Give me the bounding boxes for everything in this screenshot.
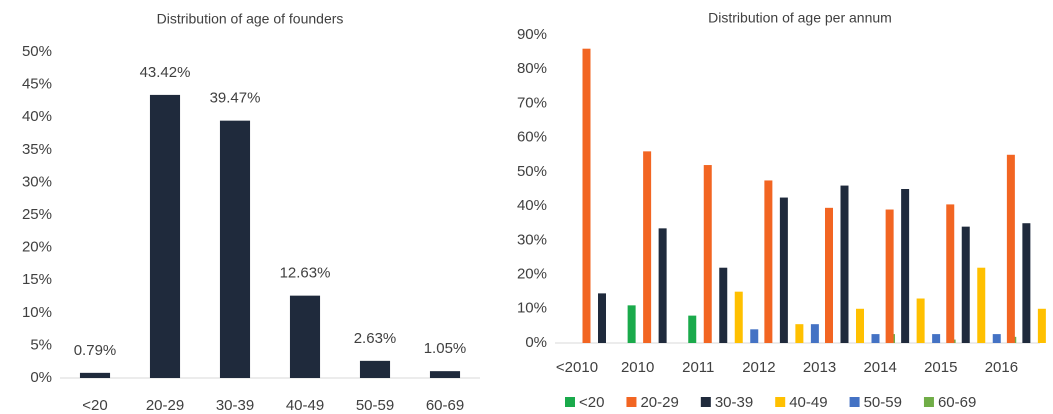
bar: [764, 180, 773, 343]
legend-swatch: [923, 397, 934, 407]
bar: [149, 94, 181, 378]
legend-label: 20-29: [640, 394, 678, 411]
value-label: 43.42%: [140, 64, 191, 81]
y-tick-label: 90%: [517, 26, 547, 43]
y-tick-label: 0%: [525, 334, 547, 351]
y-tick-label: 80%: [517, 60, 547, 77]
y-tick-label: 20%: [517, 266, 547, 283]
value-label: 1.05%: [424, 340, 467, 357]
x-tick-label: 30-39: [216, 397, 254, 414]
y-tick-label: 30%: [22, 173, 52, 190]
y-tick-label: 60%: [517, 129, 547, 146]
legend-swatch: [626, 397, 637, 407]
bar: [598, 293, 606, 343]
x-tick-label: <2010: [556, 359, 598, 376]
legend-swatch: [775, 397, 786, 407]
y-tick-label: 15%: [22, 271, 52, 288]
bar: [932, 334, 941, 343]
bar: [429, 371, 461, 378]
bar: [840, 185, 849, 343]
bar: [992, 334, 1001, 343]
x-tick-label: 20-29: [146, 397, 184, 414]
value-label: 12.63%: [280, 265, 331, 282]
y-tick-label: 5%: [30, 336, 52, 353]
x-tick-label: 2015: [924, 359, 957, 376]
bar: [719, 267, 728, 343]
bar: [79, 372, 111, 378]
x-tick-label: 2014: [863, 359, 896, 376]
chart-title: Distribution of age per annum: [708, 10, 892, 26]
legend-label: 30-39: [715, 394, 753, 411]
y-tick-label: 50%: [517, 163, 547, 180]
y-tick-label: 0%: [30, 369, 52, 386]
bar: [885, 209, 894, 343]
bar: [1022, 223, 1031, 343]
bar: [289, 295, 321, 378]
y-tick-label: 10%: [517, 300, 547, 317]
bar: [734, 291, 743, 343]
bar: [825, 207, 833, 343]
x-tick-label: 50-59: [356, 397, 394, 414]
bar: [750, 329, 759, 343]
bar: [643, 151, 652, 343]
bar: [810, 324, 819, 343]
bar: [688, 315, 697, 343]
legend-label: 60-69: [938, 394, 976, 411]
bar: [961, 226, 970, 343]
y-tick-label: 35%: [22, 141, 52, 158]
legend-swatch: [565, 397, 575, 407]
y-tick-label: 40%: [22, 108, 52, 125]
y-tick-label: 50%: [22, 43, 52, 60]
y-tick-label: 20%: [22, 239, 52, 256]
bar: [916, 298, 925, 343]
bar: [856, 308, 864, 343]
bar: [779, 197, 788, 343]
bar: [703, 165, 712, 343]
chart-title: Distribution of age of founders: [157, 11, 344, 27]
legend-swatch: [700, 397, 711, 407]
y-tick-label: 10%: [22, 304, 52, 321]
legend-label: 40-49: [789, 394, 827, 411]
bar: [658, 228, 667, 343]
value-label: 2.63%: [354, 330, 397, 347]
y-tick-label: 30%: [517, 231, 547, 248]
bar: [582, 48, 591, 343]
value-label: 39.47%: [210, 90, 261, 107]
bar: [1006, 154, 1015, 343]
x-tick-label: 2016: [985, 359, 1018, 376]
x-tick-label: 60-69: [426, 397, 464, 414]
bar: [977, 267, 986, 343]
x-tick-label: 2012: [742, 359, 775, 376]
legend-swatch: [849, 397, 860, 407]
x-tick-label: <20: [82, 397, 107, 414]
bar: [795, 324, 804, 343]
x-tick-label: 40-49: [286, 397, 324, 414]
bar: [627, 305, 636, 343]
y-tick-label: 25%: [22, 206, 52, 223]
bar: [219, 120, 251, 378]
legend-label: 50-59: [864, 394, 902, 411]
y-tick-label: 40%: [517, 197, 547, 214]
bar: [1037, 308, 1046, 343]
bar: [901, 189, 910, 343]
bar: [946, 204, 955, 343]
bar: [871, 334, 880, 343]
x-tick-label: 2010: [621, 359, 654, 376]
bar: [359, 360, 391, 378]
y-tick-label: 45%: [22, 76, 52, 93]
legend-label: <20: [579, 394, 604, 411]
y-tick-label: 70%: [517, 94, 547, 111]
x-tick-label: 2011: [682, 359, 714, 376]
x-tick-label: 2013: [803, 359, 836, 376]
value-label: 0.79%: [74, 342, 117, 359]
